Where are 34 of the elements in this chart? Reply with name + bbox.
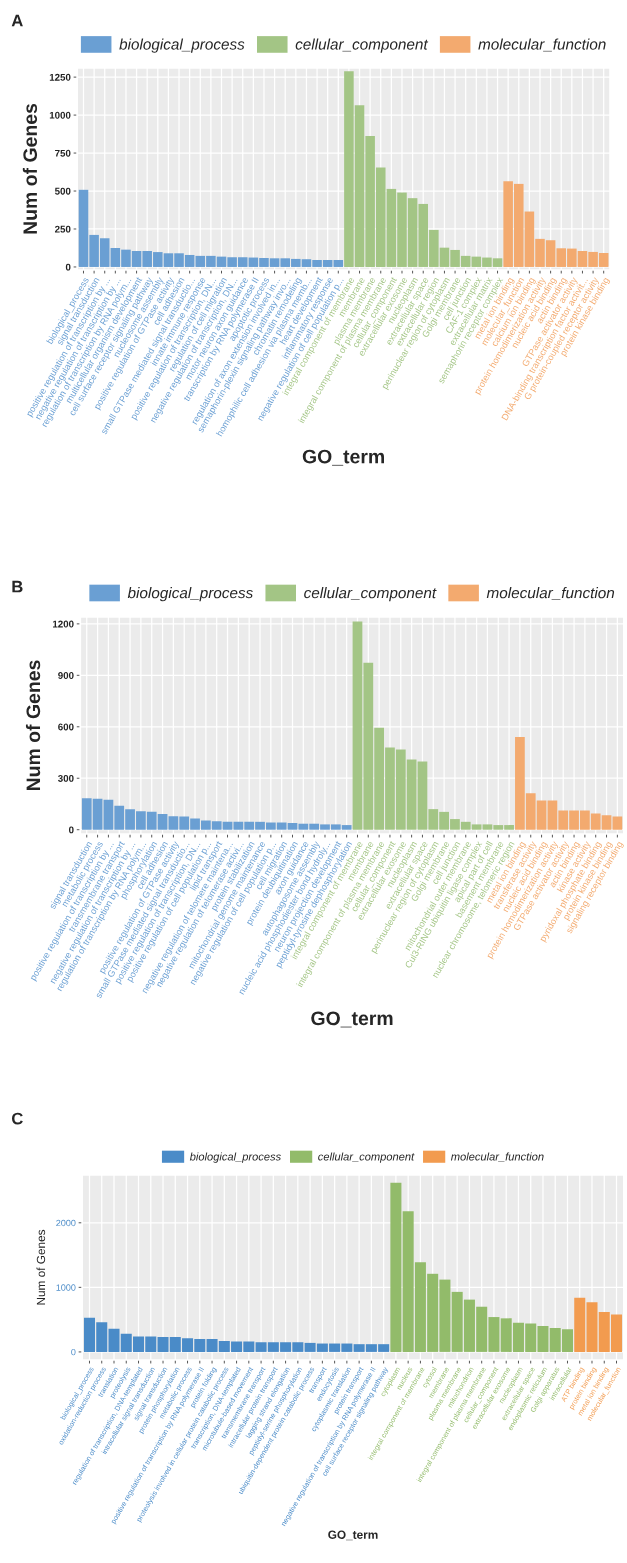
chart-title: A [11, 14, 23, 27]
legend-label: molecular_function [478, 38, 606, 52]
y-tick-label: 1250 [49, 73, 71, 81]
y-tick-label: 500 [54, 187, 71, 195]
y-tick-label: 1000 [56, 1284, 76, 1291]
legend-label: cellular_component [304, 587, 437, 602]
bar [333, 259, 344, 267]
y-axis-title: Num of Genes [25, 660, 41, 791]
y-axis-title: Num of Genes [36, 1229, 46, 1305]
y-tick-label: 750 [55, 149, 71, 157]
y-tick-label: 600 [58, 723, 74, 731]
y-tick-label: 1000 [49, 111, 71, 119]
legend-label: biological_process [127, 587, 253, 602]
y-tick-label: 250 [54, 225, 71, 233]
legend-label: molecular_function [486, 587, 615, 600]
y-tick-label: 0 [68, 826, 74, 834]
y-tick-label: 2000 [56, 1219, 76, 1227]
legend-label: cellular_component [318, 1152, 415, 1163]
x-axis-title: GO_term [302, 449, 384, 466]
y-tick-label: 1200 [52, 620, 74, 628]
y-tick-label: 0 [65, 263, 71, 271]
legend-label: biological_process [119, 38, 245, 53]
legend-label: molecular_function [450, 1152, 544, 1162]
legend-label: cellular_component [295, 38, 429, 53]
chart-title: C [11, 1112, 23, 1125]
bar [390, 1182, 402, 1352]
chart-title: B [12, 580, 23, 593]
y-tick-label: 0 [71, 1348, 76, 1356]
x-axis-title: GO_term [311, 1011, 393, 1028]
x-axis-title: GO_term [328, 1530, 378, 1541]
y-tick-label: 900 [58, 672, 74, 679]
y-axis-title: Num of Genes [22, 103, 38, 234]
legend-label: biological_process [189, 1152, 281, 1163]
y-tick-label: 300 [58, 774, 74, 782]
